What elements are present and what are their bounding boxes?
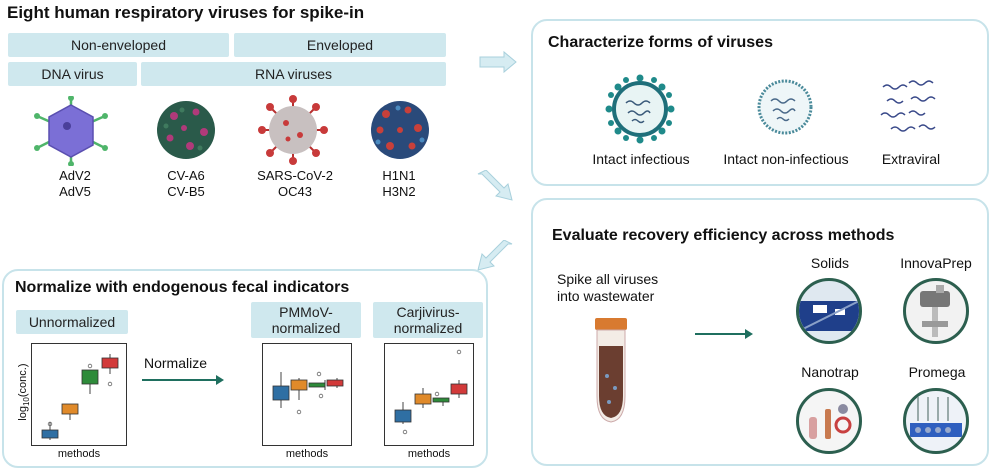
xlabel-plot2: methods	[285, 448, 329, 460]
spike-label: Spike all viruses into wastewater	[557, 271, 659, 304]
form-label-intact-non-infectious: Intact non-infectious	[723, 151, 849, 167]
virus-label-cov: SARS-CoV-2 OC43	[257, 168, 333, 199]
label-carjivirus-normalized: Carjivirus-normalized	[373, 302, 483, 338]
normalize-panel: Normalize with endogenous fecal indicato…	[2, 269, 488, 468]
characterize-title: Characterize forms of viruses	[548, 34, 773, 51]
evaluate-title: Evaluate recovery efficiency across meth…	[552, 227, 895, 244]
category-non-enveloped: Non-enveloped	[8, 33, 229, 57]
plot-unnormalized	[31, 343, 127, 446]
coxsackievirus-icon	[157, 101, 215, 159]
arrow-down-right-icon	[477, 170, 513, 201]
coronavirus-icon	[258, 95, 328, 165]
xlabel-plot3: methods	[407, 448, 451, 460]
normalize-arrow-icon	[142, 375, 224, 385]
category-dna-virus: DNA virus	[8, 62, 137, 86]
virus-label-cv: CV-A6 CV-B5	[167, 168, 205, 199]
plot-carjivirus	[384, 343, 474, 446]
method-label-innovaprep: InnovaPrep	[900, 255, 972, 271]
category-enveloped: Enveloped	[234, 33, 446, 57]
method-label-promega: Promega	[908, 364, 966, 380]
nanotrap-image	[796, 388, 862, 454]
ylabel: log10(conc.)	[16, 363, 32, 421]
label-pmmov-normalized: PMMoV-normalized	[251, 302, 361, 338]
main-title: Eight human respiratory viruses for spik…	[7, 3, 365, 22]
solids-image	[796, 278, 862, 344]
form-label-intact-infectious: Intact infectious	[592, 151, 690, 167]
process-arrow-icon	[695, 329, 753, 339]
influenza-icon	[371, 101, 429, 159]
label-unnormalized: Unnormalized	[16, 310, 128, 334]
evaluate-panel: Evaluate recovery efficiency across meth…	[531, 198, 989, 466]
promega-image	[903, 388, 969, 454]
virus-label-flu: H1N1 H3N2	[382, 168, 416, 199]
plot-pmmov	[262, 343, 352, 446]
form-label-extraviral: Extraviral	[881, 151, 941, 167]
method-label-nanotrap: Nanotrap	[801, 364, 859, 380]
normalize-arrow-label: Normalize	[144, 355, 208, 371]
tube-icon	[595, 318, 627, 423]
adenovirus-icon	[34, 96, 108, 166]
arrow-down-left-icon	[477, 240, 513, 271]
intact-non-infectious-icon	[757, 79, 813, 135]
arrow-right-icon	[479, 50, 517, 74]
method-label-solids: Solids	[810, 255, 850, 271]
xlabel-plot1: methods	[57, 448, 101, 460]
normalize-title: Normalize with endogenous fecal indicato…	[15, 279, 350, 296]
virus-label-adv: AdV2 AdV5	[59, 168, 91, 199]
intact-infectious-icon	[605, 74, 675, 144]
innovaprep-image	[903, 278, 969, 344]
category-rna-viruses: RNA viruses	[141, 62, 446, 86]
characterize-panel: Characterize forms of viruses Intact inf…	[531, 19, 989, 186]
extraviral-icon	[880, 80, 936, 132]
